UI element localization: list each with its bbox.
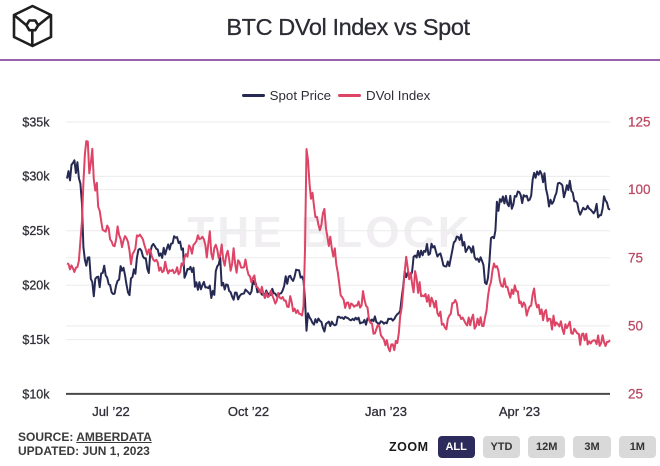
svg-text:125: 125	[628, 115, 651, 130]
svg-text:$30k: $30k	[22, 170, 50, 184]
svg-text:$20k: $20k	[22, 279, 50, 293]
svg-text:$15k: $15k	[22, 333, 50, 347]
svg-text:50: 50	[628, 319, 643, 334]
svg-text:$25k: $25k	[22, 224, 50, 238]
svg-text:Jan ’23: Jan ’23	[365, 404, 407, 419]
svg-text:25: 25	[628, 387, 643, 402]
svg-text:100: 100	[628, 182, 651, 197]
svg-text:Oct ’22: Oct ’22	[228, 404, 269, 419]
svg-text:Apr ’23: Apr ’23	[499, 404, 540, 419]
svg-text:75: 75	[628, 250, 643, 265]
svg-text:$35k: $35k	[22, 115, 50, 129]
svg-text:$10k: $10k	[22, 387, 50, 401]
svg-text:Jul ’22: Jul ’22	[92, 404, 130, 419]
